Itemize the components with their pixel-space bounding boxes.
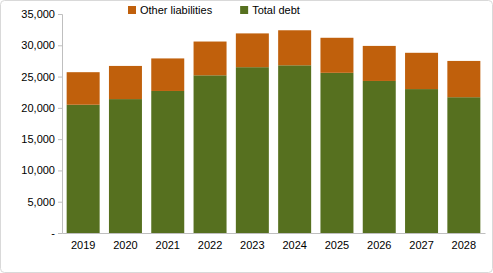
x-tick: 2024 bbox=[282, 239, 306, 251]
y-tick-mark bbox=[58, 77, 62, 78]
x-tick-label: 2022 bbox=[198, 239, 222, 251]
y-tick-label: 30,000 bbox=[21, 39, 55, 51]
bar bbox=[109, 66, 142, 99]
x-tick-label: 2028 bbox=[452, 239, 476, 251]
y-axis: - 5,000 10,000 15,000 20,000 25,000 30,000 35,0… bbox=[21, 8, 62, 239]
bar bbox=[194, 75, 227, 233]
bar bbox=[278, 65, 311, 233]
y-tick-mark bbox=[58, 139, 62, 140]
y-tick-mark bbox=[58, 14, 62, 15]
x-axis-line bbox=[63, 233, 486, 234]
series-bars bbox=[67, 30, 481, 104]
bar bbox=[67, 105, 100, 233]
x-tick: 2023 bbox=[240, 239, 264, 251]
y-tick-mark bbox=[58, 233, 62, 234]
x-tick-label: 2026 bbox=[367, 239, 391, 251]
bar bbox=[447, 61, 480, 97]
x-tick-label: 2027 bbox=[409, 239, 433, 251]
legend-swatch bbox=[128, 6, 136, 14]
plot: - 5,000 10,000 15,000 20,000 25,000 30,000 35,0… bbox=[21, 8, 485, 251]
x-tick: 2020 bbox=[113, 239, 137, 251]
series-bars bbox=[67, 65, 481, 233]
bar bbox=[151, 91, 184, 233]
bars bbox=[67, 30, 481, 233]
chart: - 5,000 10,000 15,000 20,000 25,000 30,000 35,0… bbox=[0, 0, 493, 273]
y-tick: 5,000 bbox=[27, 196, 62, 208]
legend-item: Other liabilities bbox=[128, 4, 213, 16]
bar bbox=[447, 97, 480, 233]
chart-frame bbox=[1, 1, 493, 273]
y-tick-label: 5,000 bbox=[27, 196, 55, 208]
bar bbox=[363, 81, 396, 233]
x-tick: 2022 bbox=[198, 239, 222, 251]
legend-swatch bbox=[240, 6, 248, 14]
bar bbox=[67, 72, 100, 105]
bar bbox=[151, 58, 184, 91]
x-tick: 2027 bbox=[409, 239, 433, 251]
bar bbox=[236, 67, 269, 233]
y-tick-label: 20,000 bbox=[21, 102, 55, 114]
y-tick: 20,000 bbox=[21, 102, 62, 114]
x-tick: 2025 bbox=[325, 239, 349, 251]
bar bbox=[320, 38, 353, 73]
y-tick-mark bbox=[58, 202, 62, 203]
bar bbox=[278, 30, 311, 65]
y-tick: 30,000 bbox=[21, 39, 62, 51]
x-tick: 2028 bbox=[452, 239, 476, 251]
y-tick-label: 15,000 bbox=[21, 133, 55, 145]
x-tick-label: 2019 bbox=[71, 239, 95, 251]
bar bbox=[320, 73, 353, 233]
y-tick: - bbox=[51, 227, 62, 239]
y-tick-label: 25,000 bbox=[21, 71, 55, 83]
bar bbox=[194, 42, 227, 76]
y-tick-mark bbox=[58, 45, 62, 46]
bar bbox=[236, 33, 269, 67]
bar bbox=[405, 89, 438, 233]
x-tick: 2021 bbox=[156, 239, 180, 251]
y-tick: 15,000 bbox=[21, 133, 62, 145]
x-tick-label: 2024 bbox=[282, 239, 306, 251]
x-tick: 2026 bbox=[367, 239, 391, 251]
y-tick-label: - bbox=[51, 227, 55, 239]
x-axis: 2019 2020 2021 2022 2023 2024 2025 2026 2027 2028 bbox=[63, 234, 486, 251]
bar bbox=[109, 99, 142, 233]
legend-item: Total debt bbox=[240, 4, 300, 16]
bar bbox=[405, 53, 438, 89]
y-tick-mark bbox=[58, 170, 62, 171]
y-axis-line bbox=[58, 15, 63, 234]
bar bbox=[363, 46, 396, 81]
legend-label: Total debt bbox=[252, 4, 300, 16]
y-tick-label: 35,000 bbox=[21, 8, 55, 20]
y-tick: 35,000 bbox=[21, 8, 62, 20]
legend-label: Other liabilities bbox=[140, 4, 213, 16]
y-tick: 25,000 bbox=[21, 71, 62, 83]
y-tick: 10,000 bbox=[21, 164, 62, 176]
y-tick-label: 10,000 bbox=[21, 164, 55, 176]
legend: Other liabilities Total debt bbox=[128, 4, 300, 16]
x-tick: 2019 bbox=[71, 239, 95, 251]
y-tick-mark bbox=[58, 108, 62, 109]
x-tick-label: 2021 bbox=[156, 239, 180, 251]
x-tick-label: 2025 bbox=[325, 239, 349, 251]
x-tick-label: 2020 bbox=[113, 239, 137, 251]
x-tick-label: 2023 bbox=[240, 239, 264, 251]
